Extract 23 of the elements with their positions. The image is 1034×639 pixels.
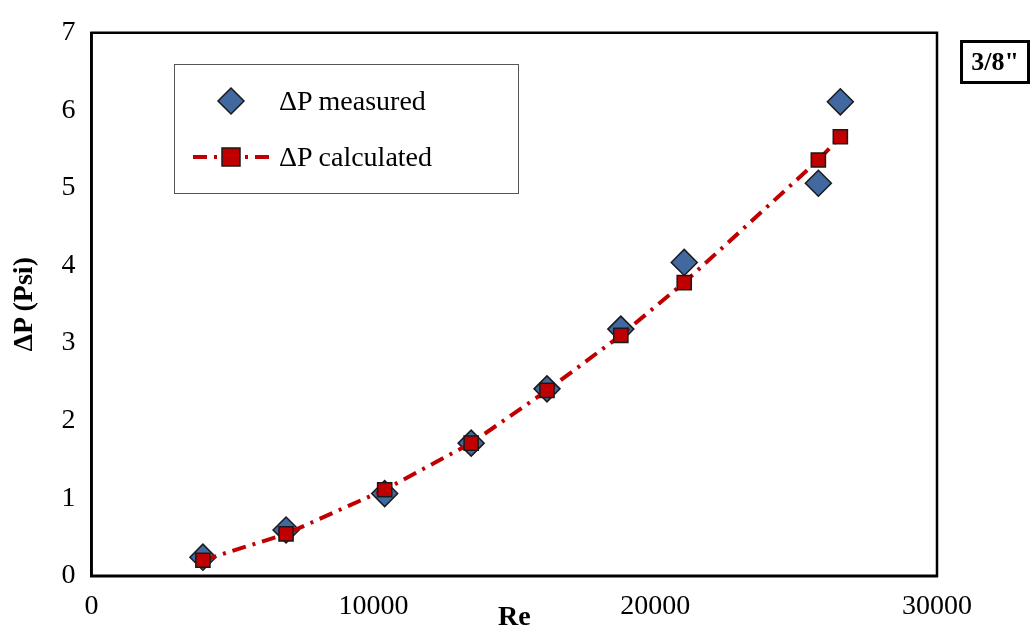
text: 3/8" xyxy=(960,40,1030,84)
legend-label: ΔP measured xyxy=(279,85,426,117)
point xyxy=(670,248,698,277)
point xyxy=(804,169,833,198)
y-tick-label: 2 xyxy=(61,403,76,435)
legend-label: ΔP calculated xyxy=(279,141,433,173)
point xyxy=(832,128,849,145)
y-tick-label: 6 xyxy=(61,92,76,124)
x-axis-title: Re xyxy=(497,600,531,632)
y-tick-label: 0 xyxy=(61,558,76,590)
y-tick-label: 1 xyxy=(61,480,76,512)
x-tick-label: 20000 xyxy=(620,588,691,620)
y-tick-label: 3 xyxy=(61,325,76,357)
x-tick-label: 30000 xyxy=(902,588,972,620)
y-tick-label: 7 xyxy=(61,15,76,47)
y-tick-label: 4 xyxy=(61,247,76,279)
y-axis-title: ΔP (Psi) xyxy=(7,257,39,352)
x-tick-label: 10000 xyxy=(338,588,409,620)
y-tick-label: 5 xyxy=(61,170,76,202)
point xyxy=(676,274,693,291)
point xyxy=(826,88,855,116)
x-tick-label: 0 xyxy=(84,588,99,620)
point xyxy=(810,152,827,168)
